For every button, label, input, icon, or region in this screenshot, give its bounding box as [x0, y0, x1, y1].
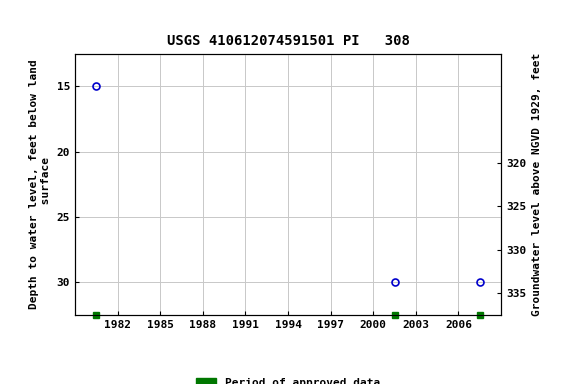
- Y-axis label: Depth to water level, feet below land
 surface: Depth to water level, feet below land su…: [29, 60, 51, 309]
- Y-axis label: Groundwater level above NGVD 1929, feet: Groundwater level above NGVD 1929, feet: [532, 53, 542, 316]
- Legend: Period of approved data: Period of approved data: [191, 374, 385, 384]
- Title: USGS 410612074591501 PI   308: USGS 410612074591501 PI 308: [166, 35, 410, 48]
